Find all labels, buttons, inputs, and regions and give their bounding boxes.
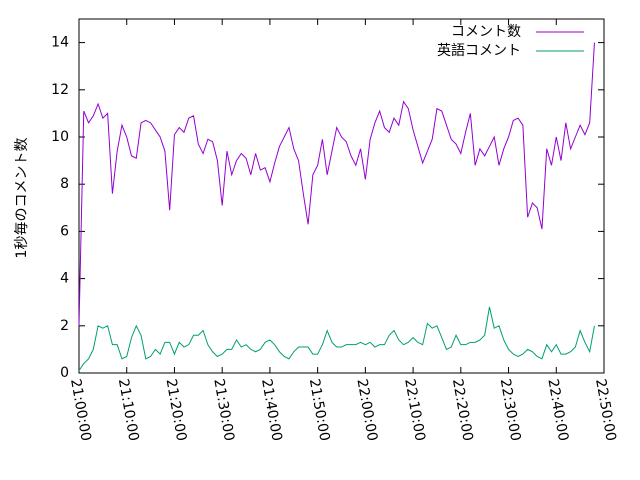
x-tick-label: 22:40:00 [544,378,571,443]
y-tick-label: 14 [51,35,69,51]
series-line [78,306,595,371]
x-tick-label: 22:00:00 [353,378,380,443]
x-tick-label: 21:20:00 [163,378,190,443]
plot-frame [78,18,605,374]
x-tick-label: 21:30:00 [210,378,237,443]
x-tick-label: 22:50:00 [592,378,619,443]
y-axis-label: 1秒毎のコメント数 [14,138,30,259]
y-tick-label: 4 [60,271,69,287]
legend-label: 英語コメント [437,42,521,59]
x-tick-label: 21:40:00 [258,378,285,443]
legend-label: コメント数 [451,24,521,40]
x-tick-label: 21:50:00 [306,378,333,443]
x-tick-label: 22:30:00 [497,378,524,443]
x-tick-label: 21:00:00 [67,378,94,443]
series-line [78,42,595,326]
y-tick-label: 8 [60,176,69,192]
y-tick-label: 10 [51,129,69,145]
y-tick-label: 12 [51,82,69,98]
x-tick-label: 21:10:00 [115,378,142,443]
y-tick-label: 6 [60,223,69,239]
x-tick-label: 22:10:00 [401,378,428,443]
y-tick-label: 0 [60,365,69,381]
x-tick-label: 22:20:00 [449,378,476,443]
y-tick-label: 2 [60,318,69,334]
